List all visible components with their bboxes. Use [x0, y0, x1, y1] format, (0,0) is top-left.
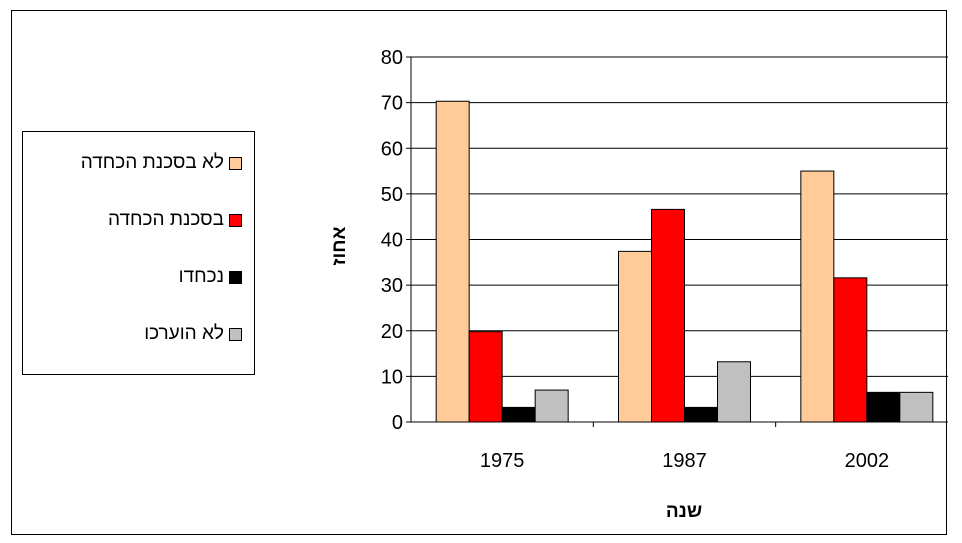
bar [684, 406, 718, 423]
bar [833, 277, 868, 423]
y-tick-label: 60 [381, 138, 403, 160]
bar [435, 100, 470, 423]
bar [866, 391, 901, 423]
bar [534, 389, 569, 423]
chart-frame: 0 10 20 30 40 50 60 70 80 1975 1987 2002 אחוז שנה … [11, 10, 948, 535]
x-tick-label: 2002 [845, 450, 890, 472]
legend-label: לא בסכנת הכחדה [80, 152, 224, 173]
bar [899, 391, 934, 423]
y-tick-label: 10 [381, 366, 403, 388]
bar [618, 250, 652, 423]
legend: לא בסכנת הכחדה בסכנת הכחדה נכחדו לא הוערכו [22, 131, 255, 375]
x-axis-title: שנה [666, 501, 702, 522]
axes [406, 56, 948, 427]
y-tick-label: 50 [381, 184, 403, 206]
legend-swatch [229, 156, 242, 170]
legend-label: נכחדו [178, 266, 224, 287]
y-tick-labels: 0 10 20 30 40 50 60 70 80 [381, 47, 403, 434]
legend-swatch [229, 327, 242, 341]
x-tick-label: 1975 [480, 450, 525, 472]
y-tick-label: 40 [381, 230, 403, 252]
y-tick-label: 20 [381, 321, 403, 343]
y-tick-label: 70 [381, 93, 403, 115]
legend-label: בסכנת הכחדה [108, 209, 224, 230]
legend-item: לא בסכנת הכחדה [81, 152, 242, 174]
bar [501, 406, 536, 423]
bar [717, 361, 751, 423]
legend-label: לא הוערכו [144, 323, 224, 344]
y-tick-label: 30 [381, 275, 403, 297]
legend-item: לא הוערכו [144, 323, 242, 345]
bar [468, 331, 503, 423]
y-axis-title: אחוז [329, 226, 350, 265]
bar-chart: 0 10 20 30 40 50 60 70 80 1975 1987 2002 אחוז שנה [329, 47, 948, 522]
x-tick-labels: 1975 1987 2002 [480, 450, 889, 472]
legend-swatch [229, 213, 242, 227]
legend-swatch [229, 270, 242, 284]
bar [800, 170, 835, 423]
legend-item: בסכנת הכחדה [108, 209, 242, 231]
y-tick-label: 80 [381, 47, 403, 69]
bar [651, 208, 685, 423]
y-tick-label: 0 [392, 412, 403, 434]
bars [435, 100, 934, 423]
legend-item: נכחדו [179, 266, 242, 288]
x-tick-label: 1987 [662, 450, 707, 472]
